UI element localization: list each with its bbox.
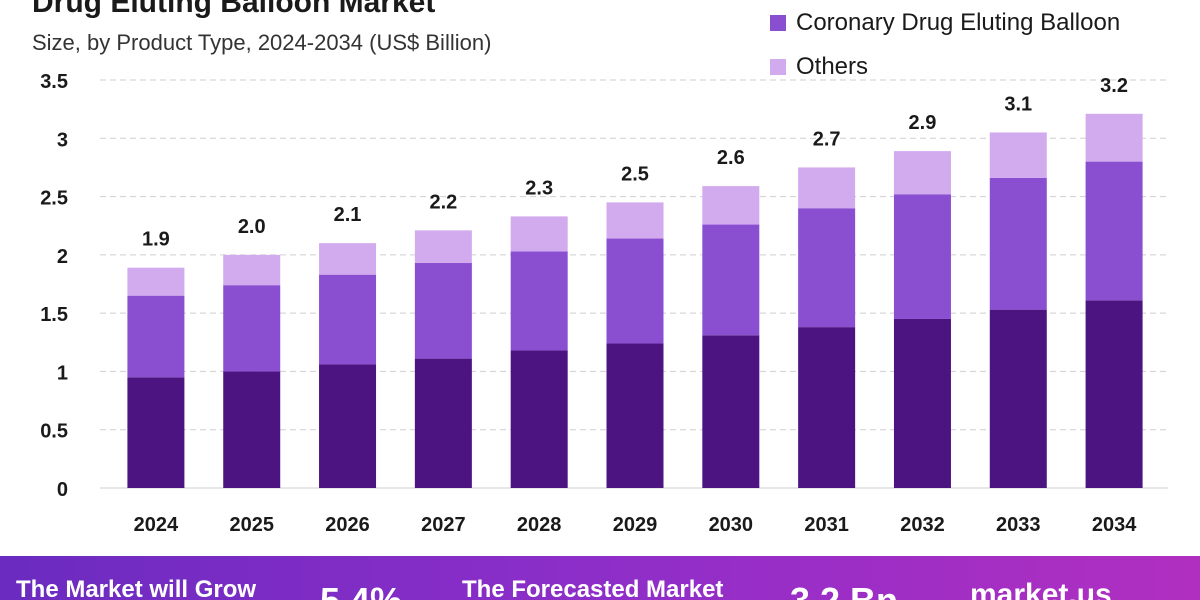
bar-segment-coronary: [606, 238, 664, 344]
bar-segment-coronary: [223, 285, 281, 372]
y-tick-label: 3: [57, 129, 68, 151]
bar-segment-base: [702, 335, 760, 488]
bar-segment-others: [319, 243, 377, 275]
x-tick-label: 2024: [134, 514, 179, 536]
bar-segment-others: [702, 186, 760, 225]
bar-segment-base: [798, 327, 856, 488]
bar-segment-base: [319, 364, 377, 488]
footer-forecast-value: 3.2 Bn: [790, 580, 898, 600]
bar-segment-base: [414, 358, 472, 488]
bar-segment-others: [510, 216, 568, 252]
bar-segment-coronary: [1085, 161, 1143, 301]
bar-segment-base: [510, 350, 568, 488]
data-label: 3.2: [1100, 75, 1128, 97]
bar-chart: 0 0.5 1 1.5 2 2.5 3 3.5 1.9 2024 2.0 2025 2.1 2026 2.2…: [40, 71, 1168, 536]
bar-segment-coronary: [989, 177, 1047, 310]
bar-segment-others: [893, 151, 951, 195]
bar-segment-others: [798, 167, 856, 209]
bar-segment-base: [893, 318, 951, 488]
y-tick-label: 1: [57, 362, 68, 384]
chart-title: Drug Eluting Balloon Market: [32, 0, 436, 19]
bar-segment-base: [989, 309, 1047, 488]
footer-forecast-text: The Forecasted Market: [462, 576, 724, 600]
bar-segment-coronary: [510, 251, 568, 351]
legend-swatch-coronary: [770, 15, 786, 31]
bar-segment-coronary: [127, 295, 185, 378]
bar-segment-base: [606, 343, 664, 488]
bar-segment-others: [223, 254, 281, 286]
data-label: 2.7: [813, 128, 841, 150]
bar-segment-coronary: [319, 274, 377, 365]
chart-subtitle: Size, by Product Type, 2024-2034 (US$ Bi…: [32, 30, 492, 55]
data-label: 2.6: [717, 147, 745, 169]
bar-segment-coronary: [702, 224, 760, 336]
footer-brand: market.us: [970, 578, 1112, 600]
y-tick-label: 0.5: [40, 421, 68, 443]
x-tick-label: 2032: [900, 514, 945, 536]
bar-segment-coronary: [798, 208, 856, 328]
x-tick-label: 2031: [804, 514, 849, 536]
x-tick-label: 2034: [1092, 514, 1137, 536]
footer-cagr: 5.4%: [320, 580, 402, 600]
bar-segment-base: [223, 371, 281, 488]
bar-segment-others: [606, 202, 664, 239]
bar-segment-coronary: [893, 194, 951, 319]
legend-label-coronary: Coronary Drug Eluting Balloon: [796, 9, 1121, 36]
legend-swatch-others: [770, 59, 786, 75]
y-tick-label: 1.5: [40, 304, 68, 326]
bar-segment-base: [127, 377, 185, 488]
x-tick-label: 2025: [229, 514, 274, 536]
y-tick-label: 2.5: [40, 188, 68, 210]
legend: Coronary Drug Eluting Balloon Others: [770, 8, 1120, 96]
legend-label-others: Others: [796, 53, 869, 80]
data-label: 2.5: [621, 163, 649, 185]
y-tick-label: 2: [57, 246, 68, 268]
data-label: 2.0: [238, 216, 266, 238]
bar-segment-others: [989, 132, 1047, 178]
legend-item-others: Others: [770, 52, 1120, 82]
data-label: 2.2: [429, 191, 457, 213]
data-label: 1.9: [142, 229, 170, 251]
data-label: 3.1: [1004, 93, 1032, 115]
x-tick-label: 2030: [709, 514, 754, 536]
x-tick-label: 2029: [613, 514, 658, 536]
data-label: 2.1: [334, 204, 362, 226]
footer-banner: The Market will Grow 5.4% The Forecasted…: [0, 556, 1200, 600]
y-tick-label: 3.5: [40, 71, 68, 93]
x-tick-label: 2028: [517, 514, 562, 536]
data-label: 2.3: [525, 177, 553, 199]
bar-segment-others: [127, 267, 185, 296]
x-tick-label: 2026: [325, 514, 370, 536]
legend-item-coronary: Coronary Drug Eluting Balloon: [770, 8, 1120, 38]
x-tick-label: 2027: [421, 514, 466, 536]
data-label: 2.9: [909, 112, 937, 134]
bar-segment-base: [1085, 300, 1143, 488]
bar-segment-coronary: [414, 263, 472, 359]
bar-segment-others: [1085, 113, 1143, 162]
footer-grow-text: The Market will Grow: [16, 576, 257, 600]
x-tick-label: 2033: [996, 514, 1041, 536]
y-tick-label: 0: [57, 479, 68, 501]
bar-segment-others: [414, 230, 472, 264]
